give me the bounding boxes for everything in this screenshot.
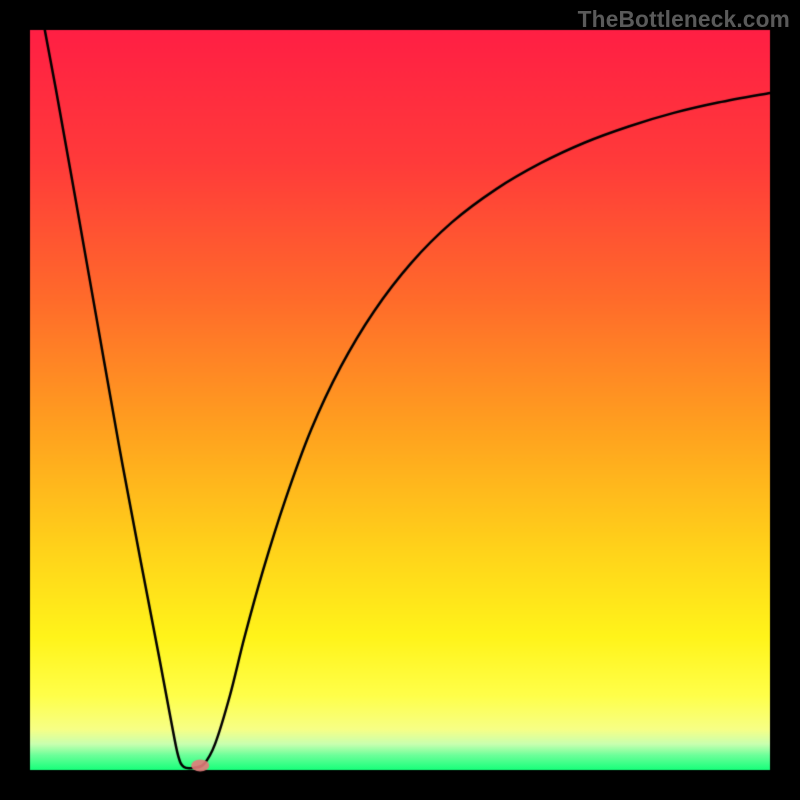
chart-stage: TheBottleneck.com [0, 0, 800, 800]
bottleneck-curve-canvas [0, 0, 800, 800]
